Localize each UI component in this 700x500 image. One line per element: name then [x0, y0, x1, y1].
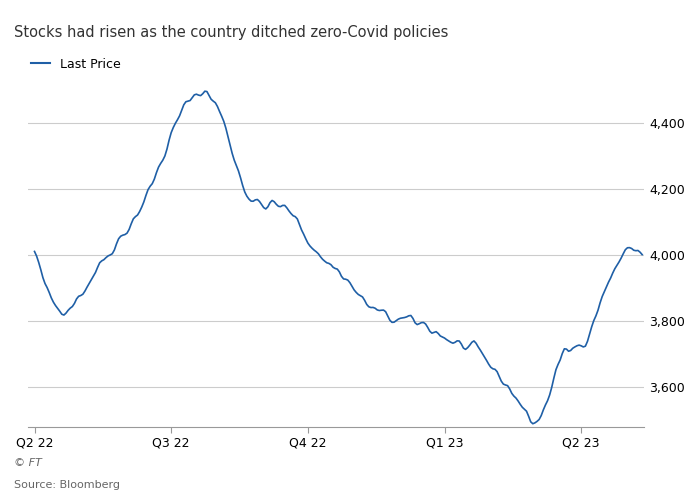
Legend: Last Price: Last Price [32, 58, 121, 71]
Text: Stocks had risen as the country ditched zero-Covid policies: Stocks had risen as the country ditched … [14, 25, 449, 40]
Text: Source: Bloomberg: Source: Bloomberg [14, 480, 120, 490]
Text: © FT: © FT [14, 458, 42, 468]
